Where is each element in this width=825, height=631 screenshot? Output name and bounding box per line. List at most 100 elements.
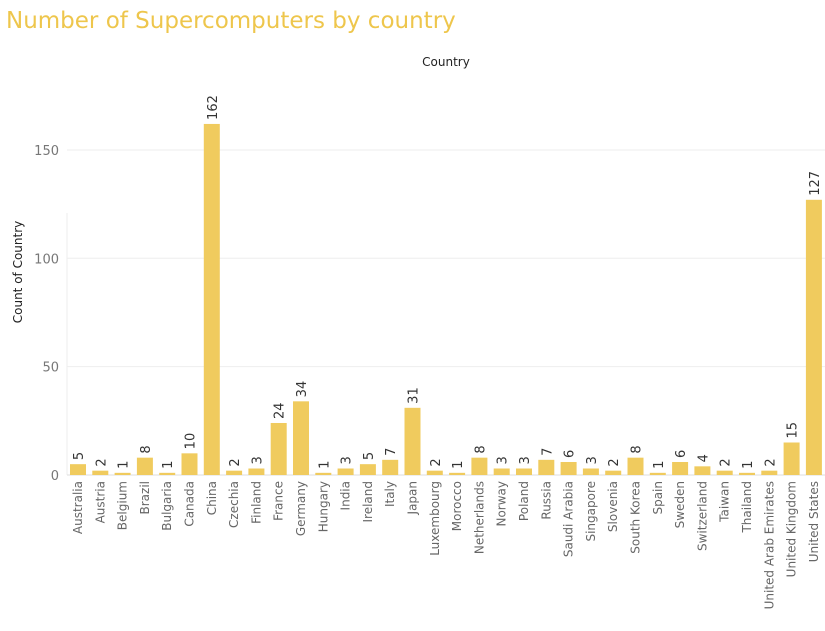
value-label: 2 xyxy=(719,458,734,466)
value-label: 15 xyxy=(786,422,801,439)
x-tick-label: Poland xyxy=(517,481,531,521)
x-tick-label: Hungary xyxy=(316,481,330,532)
bar xyxy=(449,472,466,475)
value-label: 8 xyxy=(473,445,488,453)
x-tick-label: Ireland xyxy=(361,481,375,523)
value-label: 2 xyxy=(94,458,109,466)
x-tick-label: Australia xyxy=(71,481,85,534)
x-tick-label: Singapore xyxy=(584,481,598,542)
bar xyxy=(649,472,666,475)
value-label: 1 xyxy=(741,461,756,469)
x-tick-label: Germany xyxy=(294,481,308,536)
value-label: 8 xyxy=(139,445,154,453)
bar xyxy=(382,459,399,475)
value-label: 1 xyxy=(451,461,466,469)
value-label: 5 xyxy=(362,452,377,460)
bar xyxy=(359,464,376,475)
x-tick-label: South Korea xyxy=(629,481,643,554)
x-tick-label: Bulgaria xyxy=(160,481,174,531)
x-tick-label: United Arab Emirates xyxy=(762,481,776,609)
bar xyxy=(426,470,443,475)
bar xyxy=(560,461,577,475)
value-label: 2 xyxy=(228,458,243,466)
value-label: 5 xyxy=(72,452,87,460)
bar xyxy=(627,457,644,475)
bar xyxy=(783,442,800,475)
bar xyxy=(694,466,711,475)
bar xyxy=(471,457,488,475)
value-label: 3 xyxy=(585,456,600,464)
x-tick-label: Spain xyxy=(651,481,665,515)
x-tick-label: Norway xyxy=(495,481,509,527)
bar xyxy=(761,470,778,475)
x-tick-label: Luxembourg xyxy=(428,481,442,556)
bar xyxy=(516,468,532,475)
x-tick-label: Taiwan xyxy=(718,481,732,523)
value-label: 7 xyxy=(384,448,399,456)
bar xyxy=(404,407,421,475)
x-tick-label: Japan xyxy=(406,481,420,515)
bar xyxy=(159,472,176,475)
bar xyxy=(337,468,354,475)
x-tick-label: France xyxy=(272,481,286,521)
value-label: 3 xyxy=(496,456,511,464)
x-tick-label: Italy xyxy=(383,481,397,507)
y-tick-label: 100 xyxy=(34,252,59,267)
bar xyxy=(805,199,822,475)
x-tick-label: Russia xyxy=(539,481,553,520)
x-tick-label: United Kingdom xyxy=(785,481,799,577)
bar xyxy=(293,401,309,475)
x-tick-label: Czechia xyxy=(227,481,241,528)
x-tick-label: Thailand xyxy=(740,481,754,534)
x-tick-label: Belgium xyxy=(116,481,130,530)
y-tick-label: 50 xyxy=(42,361,59,376)
bar xyxy=(248,468,265,475)
x-tick-label: Switzerland xyxy=(695,481,709,551)
value-label: 4 xyxy=(696,454,711,462)
x-tick-label: Saudi Arabia xyxy=(562,481,576,557)
value-label: 3 xyxy=(518,456,533,464)
value-label: 1 xyxy=(652,461,667,469)
x-tick-label: India xyxy=(339,481,353,510)
x-axis-title: Country xyxy=(422,55,470,69)
bar xyxy=(70,464,86,475)
value-label: 31 xyxy=(407,387,422,404)
value-label: 7 xyxy=(540,448,555,456)
value-label: 162 xyxy=(206,95,221,120)
bar xyxy=(672,461,689,475)
y-tick-label: 150 xyxy=(34,144,59,159)
x-tick-label: Sweden xyxy=(673,481,687,528)
value-label: 2 xyxy=(607,458,622,466)
x-tick-label: China xyxy=(205,481,219,515)
value-label: 10 xyxy=(184,433,199,450)
bar xyxy=(226,470,243,475)
y-tick-label: 0 xyxy=(51,469,59,484)
x-tick-label: Slovenia xyxy=(606,481,620,532)
value-label: 2 xyxy=(763,458,778,466)
value-label: 6 xyxy=(563,450,578,458)
bar xyxy=(92,470,109,475)
bar xyxy=(136,457,153,475)
chart-title: Number of Supercomputers by country xyxy=(6,8,456,34)
value-label: 24 xyxy=(273,402,288,419)
value-label: 1 xyxy=(117,461,132,469)
value-label: 1 xyxy=(317,461,332,469)
bar xyxy=(114,472,131,475)
value-label: 3 xyxy=(250,456,265,464)
x-tick-label: United States xyxy=(807,481,821,562)
bar xyxy=(203,123,220,476)
x-tick-label: Morocco xyxy=(450,481,464,531)
x-tick-label: Finland xyxy=(249,481,263,524)
value-label: 127 xyxy=(808,171,823,196)
bar xyxy=(181,453,198,475)
y-axis-title: Count of Country xyxy=(11,221,25,324)
value-label: 8 xyxy=(630,445,645,453)
x-tick-label: Canada xyxy=(183,481,197,527)
value-label: 1 xyxy=(161,461,176,469)
bar xyxy=(582,468,599,475)
x-tick-label: Brazil xyxy=(138,481,152,515)
bar xyxy=(315,472,332,475)
value-label: 2 xyxy=(429,458,444,466)
bar xyxy=(605,470,622,475)
